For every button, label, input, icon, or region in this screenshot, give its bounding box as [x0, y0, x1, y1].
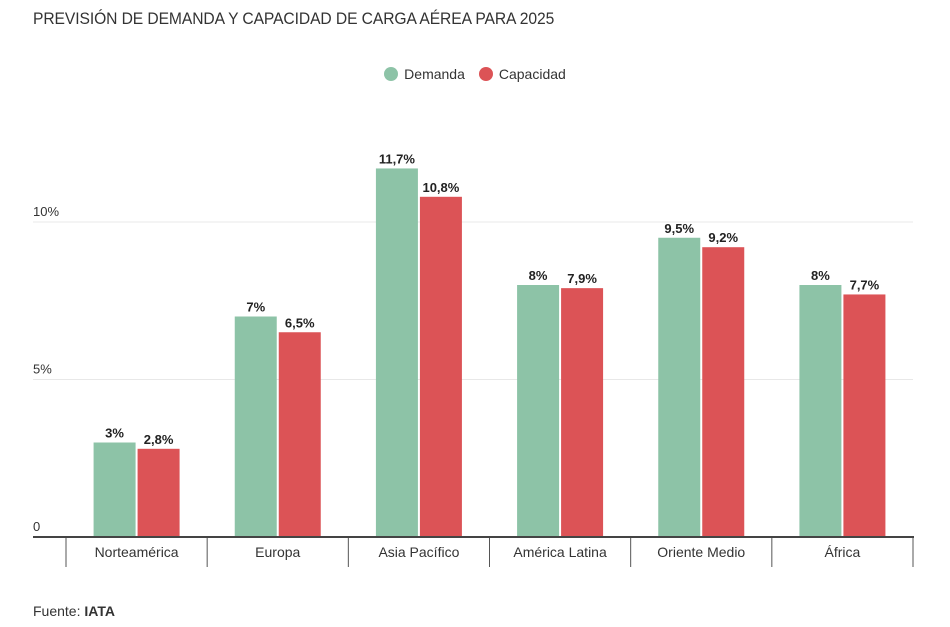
bar-demanda — [234, 316, 277, 537]
source-note: Fuente: IATA — [33, 603, 115, 619]
y-tick-label: 10% — [33, 204, 59, 219]
chart-title: PREVISIÓN DE DEMANDA Y CAPACIDAD DE CARG… — [33, 9, 555, 28]
data-label: 9,5% — [664, 221, 694, 236]
bar-demanda — [93, 442, 136, 537]
bar-capacidad — [843, 294, 886, 537]
x-tick-label: América Latina — [513, 544, 607, 560]
chart-legend: Demanda Capacidad — [0, 66, 950, 82]
legend-item-capacidad[interactable]: Capacidad — [478, 66, 566, 82]
x-tick-label: Oriente Medio — [657, 544, 745, 560]
legend-label-demanda: Demanda — [404, 66, 465, 82]
source-value: IATA — [84, 603, 115, 619]
bar-demanda — [658, 237, 701, 537]
bar-capacidad — [419, 196, 462, 538]
bar-capacidad — [702, 247, 745, 537]
data-label: 7,7% — [850, 277, 880, 292]
data-label: 11,7% — [379, 151, 416, 166]
legend-item-demanda[interactable]: Demanda — [384, 66, 465, 82]
data-label: 8% — [529, 268, 548, 283]
x-tick-label: Asia Pacífico — [378, 544, 459, 560]
data-label: 3% — [105, 426, 124, 441]
legend-dot-capacidad-icon — [478, 67, 493, 81]
x-tick-label: Norteamérica — [95, 544, 179, 560]
data-label: 7% — [246, 300, 265, 315]
data-label: 10,8% — [422, 180, 459, 195]
legend-dot-demanda-icon — [384, 67, 399, 81]
y-tick-label: 0 — [33, 519, 40, 534]
x-tick-label: África — [825, 544, 861, 560]
y-tick-label: 5% — [33, 362, 52, 377]
data-label: 2,8% — [144, 432, 174, 447]
bar-capacidad — [561, 288, 604, 537]
data-label: 9,2% — [708, 230, 738, 245]
bar-capacidad — [278, 332, 321, 537]
legend-label-capacidad: Capacidad — [498, 66, 566, 82]
bar-demanda — [517, 285, 560, 537]
data-label: 6,5% — [285, 315, 315, 330]
data-label: 7,9% — [567, 271, 597, 286]
bar-demanda — [375, 168, 418, 537]
bar-demanda — [799, 285, 842, 537]
data-label: 8% — [811, 268, 830, 283]
source-label: Fuente: — [33, 603, 81, 619]
x-tick-label: Europa — [255, 544, 300, 560]
bar-capacidad — [137, 448, 180, 537]
